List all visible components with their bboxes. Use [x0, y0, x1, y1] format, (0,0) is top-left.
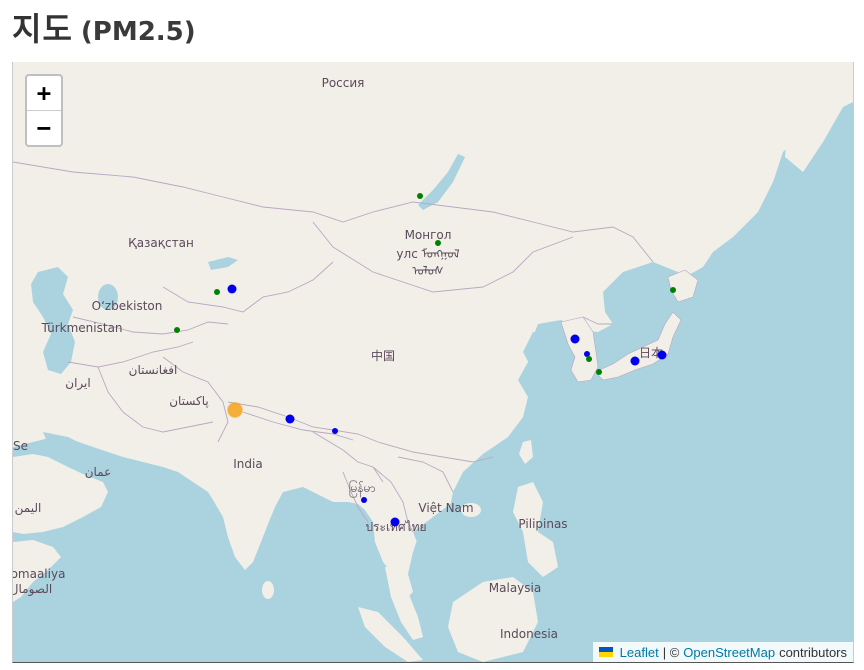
philippines-land [513, 482, 558, 577]
japan-land [594, 311, 682, 381]
label-yemen: اليمن [15, 501, 42, 516]
taiwan-land [519, 440, 533, 464]
baikal-lake [418, 154, 465, 210]
balkhash-lake [208, 257, 238, 270]
pm25-marker-green[interactable] [596, 369, 602, 375]
sea-of-japan [603, 262, 678, 327]
pm25-marker-green[interactable] [174, 327, 180, 333]
label-mongolia-3: ᠤᠯᠤᠰ [412, 264, 443, 278]
pm25-marker-blue[interactable] [657, 350, 667, 360]
pm25-marker-blue[interactable] [332, 428, 338, 434]
label-turkmenistan: Türkmenistan [40, 321, 122, 335]
map-canvas[interactable]: Россия Қазақстан Монгол улс ᠮᠣᠩᠭᠣᠯ ᠤᠯᠤᠰ … [13, 62, 853, 662]
markers-layer [174, 193, 676, 527]
pm25-marker-green[interactable] [670, 287, 676, 293]
persian-gulf [43, 432, 98, 462]
arabia-land [13, 454, 108, 534]
pm25-marker-orange[interactable] [227, 402, 243, 418]
aral-sea [98, 284, 118, 310]
zoom-in-button[interactable]: + [36, 79, 52, 107]
osm-link[interactable]: OpenStreetMap [683, 644, 776, 660]
label-china: 中国 [371, 348, 395, 363]
pm25-marker-blue[interactable] [227, 284, 237, 294]
sakhalin-land [681, 177, 695, 262]
korea-land [560, 316, 599, 383]
label-mongolia-2: улс ᠮᠣᠩᠭᠣᠯ [396, 247, 460, 261]
attribution-separator: | © [662, 644, 680, 660]
pm25-marker-green[interactable] [214, 289, 220, 295]
zoom-control: + − [25, 74, 63, 147]
label-afghanistan: افغانستان [129, 363, 178, 377]
pm25-marker-blue[interactable] [361, 497, 367, 503]
pm25-marker-blue[interactable] [630, 356, 640, 366]
pm25-marker-green[interactable] [435, 240, 441, 246]
hainan-land [461, 503, 481, 517]
label-somalia-1: omaaliya [13, 567, 65, 581]
map-attribution: Leaflet | © OpenStreetMap contributors [592, 642, 853, 662]
label-oman: عمان [85, 465, 112, 479]
label-vietnam: Việt Nam [418, 501, 473, 515]
page-title-main: 지도 [12, 10, 73, 48]
zoom-out-button[interactable]: − [27, 110, 61, 145]
borneo-land [448, 577, 538, 662]
ukraine-flag-icon [598, 647, 613, 657]
map-container[interactable]: Россия Қазақстан Монгол улс ᠮᠣᠩᠭᠣᠯ ᠤᠯᠤᠰ … [12, 62, 854, 663]
label-malaysia: Malaysia [489, 581, 541, 595]
sumatra-land [358, 607, 423, 662]
label-russia: Россия [322, 76, 365, 90]
pm25-marker-blue[interactable] [584, 351, 590, 357]
country-borders [13, 161, 654, 533]
label-iran: ایران [65, 376, 90, 391]
yellow-sea [523, 330, 573, 402]
pm25-marker-green[interactable] [417, 193, 423, 199]
kamchatka-land [785, 87, 843, 172]
srilanka-land [262, 581, 274, 599]
label-indonesia: Indonesia [500, 627, 558, 641]
pm25-marker-green[interactable] [586, 356, 592, 362]
malay-land [385, 567, 423, 640]
page-title-subtitle: (PM2.5) [80, 17, 196, 47]
label-thailand: ประเทศไทย [365, 520, 426, 534]
label-india: India [233, 457, 262, 471]
label-myanmar: မြန်မာ [349, 479, 376, 498]
label-uzbekistan: O‘zbekiston [92, 299, 163, 313]
label-somalia-2: الصومال [13, 582, 52, 597]
label-edge: Se [13, 439, 28, 453]
label-pakistan: پاکستان [169, 394, 209, 408]
label-japan: 日本 [639, 346, 663, 360]
caspian-sea [31, 267, 75, 374]
bay-of-bengal [263, 512, 363, 592]
attribution-suffix: contributors [779, 644, 847, 660]
label-kazakhstan: Қазақстан [128, 236, 194, 250]
pm25-marker-blue[interactable] [570, 334, 580, 344]
label-mongolia-1: Монгол [405, 228, 452, 242]
leaflet-link[interactable]: Leaflet [619, 644, 659, 660]
africa-land [13, 540, 61, 602]
pm25-marker-blue[interactable] [390, 517, 400, 527]
label-philippines: Pilipinas [518, 517, 567, 531]
page-title: 지도 (PM2.5) [12, 4, 196, 48]
pm25-marker-blue[interactable] [285, 414, 295, 424]
